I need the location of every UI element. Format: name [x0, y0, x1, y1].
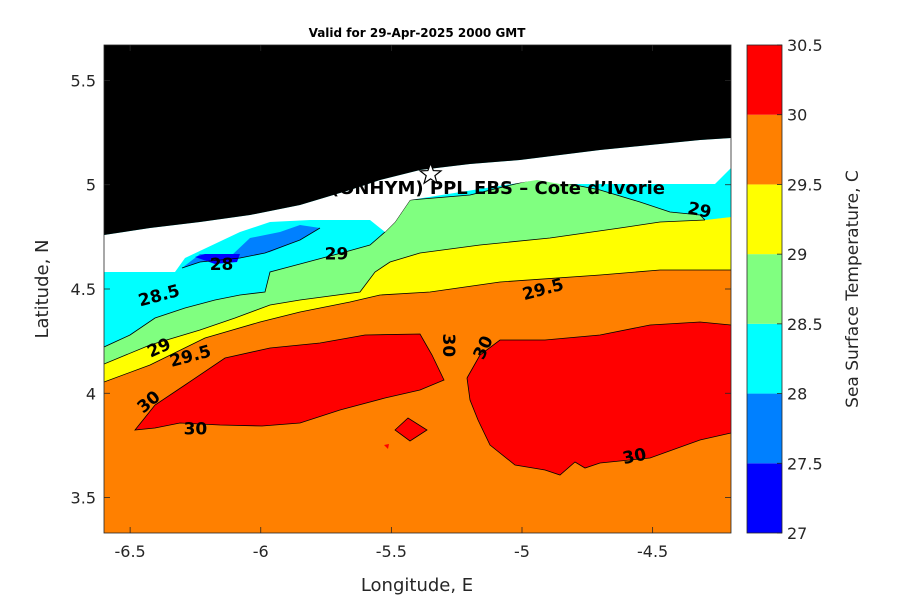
x-tick-label: -5 — [514, 542, 530, 561]
colorbar-segment — [747, 323, 782, 394]
colorbar-tick-label: 30 — [787, 106, 807, 125]
colorbar-tick-label: 28 — [787, 385, 807, 404]
colorbar-label: Sea Surface Temperature, C — [843, 170, 863, 408]
x-axis-label: Longitude, E — [361, 575, 473, 596]
site-marker — [418, 161, 443, 185]
star-icon — [418, 161, 443, 185]
x-tick-label: -6 — [253, 542, 269, 561]
colorbar-tick-label: 30.5 — [787, 36, 823, 55]
y-tick-label: 5 — [86, 176, 96, 195]
colorbar-segment — [747, 45, 782, 115]
y-tick-label: 5.5 — [71, 71, 96, 90]
colorbar-segment — [747, 463, 782, 533]
x-axis: -6.5 -6 -5.5 -5 -4.5 — [115, 45, 668, 561]
colorbar-frame — [746, 44, 783, 534]
contour-30-east — [466, 321, 731, 476]
chart-title: Valid for 29-Apr-2025 2000 GMT — [309, 26, 527, 40]
sst-band-27-27-5 — [195, 254, 240, 264]
colorbar-tick-label: 29.5 — [787, 175, 823, 194]
contour-label: 29 — [686, 198, 713, 222]
sst-band-30-30-5-patch — [395, 418, 427, 441]
colorbar-tick-label: 27.5 — [787, 454, 823, 473]
colorbar-segment — [747, 393, 782, 464]
sst-band-28-5-29-coastal — [390, 178, 705, 262]
contour-label: 29 — [325, 245, 349, 265]
contour-30-patch — [394, 417, 428, 442]
y-axis: 3.5 4 4.5 5 5.5 — [71, 71, 731, 508]
y-tick-label: 4.5 — [71, 280, 96, 299]
colorbar-tick-label: 28.5 — [787, 315, 823, 334]
colorbar-segment — [747, 184, 782, 255]
x-tick-label: -6.5 — [115, 542, 146, 561]
contour-30-west — [134, 333, 445, 431]
sst-band-30-30-5-speck — [384, 444, 389, 449]
contour-label: 30 — [438, 333, 458, 357]
no-data-strip — [104, 138, 731, 272]
y-tick-label: 4 — [86, 384, 96, 403]
y-tick-label: 3.5 — [71, 489, 96, 508]
contour-label: 28 — [210, 255, 234, 275]
y-axis-label: Latitude, N — [32, 240, 53, 339]
contour-28 — [181, 227, 321, 269]
contour-label: 30 — [184, 420, 208, 440]
land-mask — [104, 45, 731, 235]
colorbar-tick-label: 27 — [787, 524, 807, 543]
sst-band-30-30-5-west — [135, 334, 444, 430]
x-tick-label: -4.5 — [637, 542, 668, 561]
colorbar-segment — [747, 254, 782, 324]
contour-label: 30 — [621, 445, 648, 470]
contour-29-5 — [104, 269, 731, 383]
contour-29 — [104, 219, 706, 365]
colorbar-tick-label: 29 — [787, 245, 807, 264]
contour-lines — [104, 177, 731, 476]
colorbar-segment — [747, 114, 782, 185]
sst-band-30-30-5-east — [467, 322, 731, 475]
overlay-site-label: (ONHYM) PPL EBS – Cote d’Ivorie — [331, 178, 665, 199]
x-tick-label: -5.5 — [376, 542, 407, 561]
colorbar: 27 27.5 28 28.5 29 29.5 30 30.5 — [746, 36, 823, 543]
contour-28-5 — [104, 177, 706, 348]
